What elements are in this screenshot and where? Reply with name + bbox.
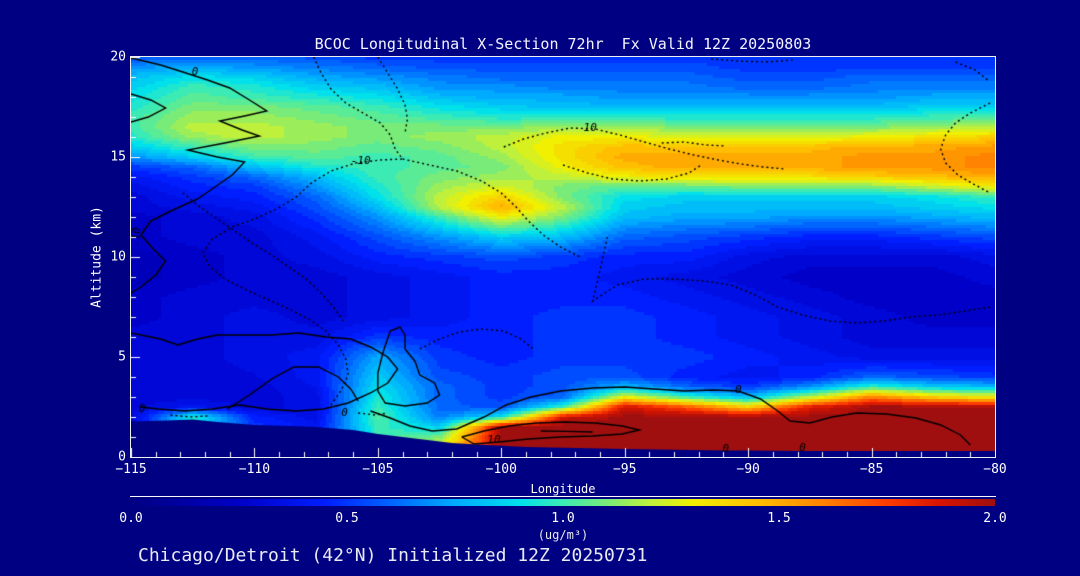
chart-title: BCOC Longitudinal X-Section 72hr Fx Vali… xyxy=(314,35,812,53)
y-axis-title: Altitude (km) xyxy=(89,206,105,308)
x-tick-label: −95 xyxy=(612,462,637,477)
colorbar-tick-label: 0.5 xyxy=(335,511,359,526)
x-tick-label: −80 xyxy=(983,462,1007,477)
x-tick-label: −115 xyxy=(115,462,147,477)
colorbar-gradient xyxy=(131,499,995,506)
colorbar-tick-label: 1.0 xyxy=(551,511,575,526)
y-tick-label: 10 xyxy=(110,249,126,265)
plot-canvas xyxy=(131,57,995,457)
colorbar-tick-label: 1.5 xyxy=(767,511,791,526)
colorbar-tick-label: 0.0 xyxy=(119,511,143,526)
colorbar-top-rule xyxy=(130,496,996,497)
x-tick-label: −100 xyxy=(485,462,517,477)
y-tick-label: 15 xyxy=(110,149,126,165)
x-tick-label: −90 xyxy=(736,462,760,477)
plot-area xyxy=(130,56,996,458)
x-tick-label: −85 xyxy=(859,462,884,477)
y-tick-label: 5 xyxy=(118,349,126,365)
x-tick-label: −110 xyxy=(238,462,271,477)
x-tick-label: −105 xyxy=(362,462,394,477)
y-tick-label: 20 xyxy=(110,49,126,65)
x-axis-title: Longitude xyxy=(530,482,596,496)
y-tick-label: 0 xyxy=(118,449,126,465)
colorbar-units-label: (ug/m³) xyxy=(537,528,589,542)
colorbar-tick-label: 2.0 xyxy=(983,511,1007,526)
footer-subtitle: Chicago/Detroit (42°N) Initialized 12Z 2… xyxy=(138,545,648,566)
